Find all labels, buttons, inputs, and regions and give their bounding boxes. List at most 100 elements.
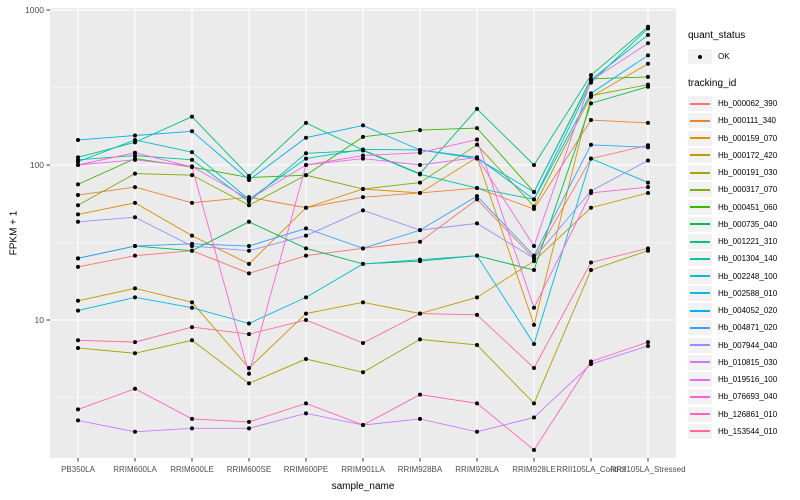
legend-line-swatch bbox=[690, 378, 710, 381]
data-point bbox=[418, 163, 422, 167]
data-point bbox=[304, 246, 308, 251]
legend-line-swatch bbox=[690, 137, 710, 140]
data-point bbox=[247, 203, 251, 208]
data-point bbox=[304, 135, 308, 140]
legend-item: Hb_019516_100 bbox=[688, 371, 800, 388]
data-point bbox=[190, 173, 194, 178]
data-point bbox=[133, 215, 137, 220]
legend-key bbox=[688, 251, 712, 267]
data-point bbox=[361, 246, 365, 251]
data-point bbox=[589, 78, 593, 83]
data-point bbox=[76, 407, 80, 412]
data-point bbox=[418, 190, 422, 195]
legend-item: Hb_000159_070 bbox=[688, 130, 800, 147]
legend-key bbox=[688, 199, 712, 215]
data-point bbox=[532, 163, 536, 167]
data-point bbox=[418, 228, 422, 233]
data-point bbox=[361, 187, 365, 192]
legend-label: Hb_000111_340 bbox=[718, 116, 776, 126]
data-point bbox=[304, 156, 308, 161]
data-point bbox=[76, 264, 80, 269]
legend-item: Hb_000451_060 bbox=[688, 199, 800, 216]
legend-label: Hb_000317_070 bbox=[718, 185, 778, 195]
legend-line-swatch bbox=[690, 309, 710, 312]
x-tick-label: RRIM928LE bbox=[512, 465, 556, 474]
data-point bbox=[133, 133, 137, 138]
data-point bbox=[76, 219, 80, 224]
data-point bbox=[646, 53, 650, 58]
y-tick-label: 10 bbox=[35, 315, 45, 325]
x-tick-label: RRIM901LA bbox=[341, 465, 385, 474]
data-point bbox=[646, 185, 650, 190]
data-point bbox=[361, 147, 365, 152]
data-point bbox=[418, 172, 422, 177]
data-point bbox=[76, 212, 80, 217]
data-point bbox=[133, 185, 137, 190]
x-tick-label: RRIM600LA bbox=[113, 465, 157, 474]
data-point bbox=[589, 101, 593, 106]
data-point bbox=[361, 156, 365, 161]
legend-item: Hb_004052_020 bbox=[688, 302, 800, 319]
data-point bbox=[304, 357, 308, 362]
data-point bbox=[646, 84, 650, 89]
data-point bbox=[190, 129, 194, 134]
data-point bbox=[361, 370, 365, 375]
data-point bbox=[304, 311, 308, 316]
data-point bbox=[76, 418, 80, 423]
legend-item: Hb_000111_340 bbox=[688, 112, 800, 129]
legend-line-swatch bbox=[690, 430, 710, 433]
data-point bbox=[361, 423, 365, 428]
legend-label: Hb_010815_030 bbox=[718, 357, 778, 367]
legend-item: Hb_001304_140 bbox=[688, 250, 800, 267]
data-point bbox=[76, 256, 80, 261]
data-point bbox=[418, 128, 422, 133]
legend-key bbox=[688, 96, 712, 112]
data-point bbox=[190, 248, 194, 253]
x-tick-label: PB350LA bbox=[61, 465, 95, 474]
legend-key bbox=[688, 372, 712, 388]
data-point bbox=[475, 106, 479, 111]
data-point bbox=[190, 426, 194, 431]
data-point bbox=[532, 244, 536, 249]
data-point bbox=[304, 120, 308, 125]
data-point bbox=[76, 308, 80, 313]
data-point bbox=[589, 156, 593, 161]
legend-line-swatch bbox=[690, 257, 710, 260]
legend-label: Hb_000159_070 bbox=[718, 133, 778, 143]
data-point bbox=[247, 426, 251, 431]
data-point bbox=[418, 257, 422, 262]
data-point bbox=[646, 180, 650, 185]
data-point bbox=[304, 253, 308, 258]
legend-item: Hb_002588_010 bbox=[688, 285, 800, 302]
data-point bbox=[475, 126, 479, 131]
data-point bbox=[190, 150, 194, 155]
data-point bbox=[475, 342, 479, 347]
legend-line-swatch bbox=[690, 119, 710, 122]
data-point bbox=[247, 366, 251, 371]
data-point bbox=[190, 305, 194, 310]
data-point bbox=[532, 447, 536, 452]
legend-item: Hb_007944_040 bbox=[688, 337, 800, 354]
legend-label: Hb_000735_040 bbox=[718, 219, 778, 229]
x-axis-title: sample_name bbox=[331, 481, 395, 492]
point-marker-icon bbox=[698, 54, 702, 59]
data-point bbox=[361, 195, 365, 200]
legend-key bbox=[688, 406, 712, 422]
data-point bbox=[133, 200, 137, 205]
data-point bbox=[361, 134, 365, 139]
data-point bbox=[76, 193, 80, 198]
data-point bbox=[133, 386, 137, 391]
data-point bbox=[247, 178, 251, 183]
legend-item: Hb_000172_420 bbox=[688, 147, 800, 164]
legend-key bbox=[688, 423, 712, 439]
data-point bbox=[646, 190, 650, 195]
legend-key bbox=[688, 182, 712, 198]
data-point bbox=[532, 268, 536, 273]
data-point bbox=[247, 371, 251, 376]
data-point bbox=[190, 338, 194, 343]
data-point bbox=[190, 114, 194, 119]
legend-item: Hb_126861_010 bbox=[688, 406, 800, 423]
data-point bbox=[589, 205, 593, 210]
legend-items-tracking-id: Hb_000062_390 Hb_000111_340 Hb_000159_070 H… bbox=[688, 95, 800, 440]
